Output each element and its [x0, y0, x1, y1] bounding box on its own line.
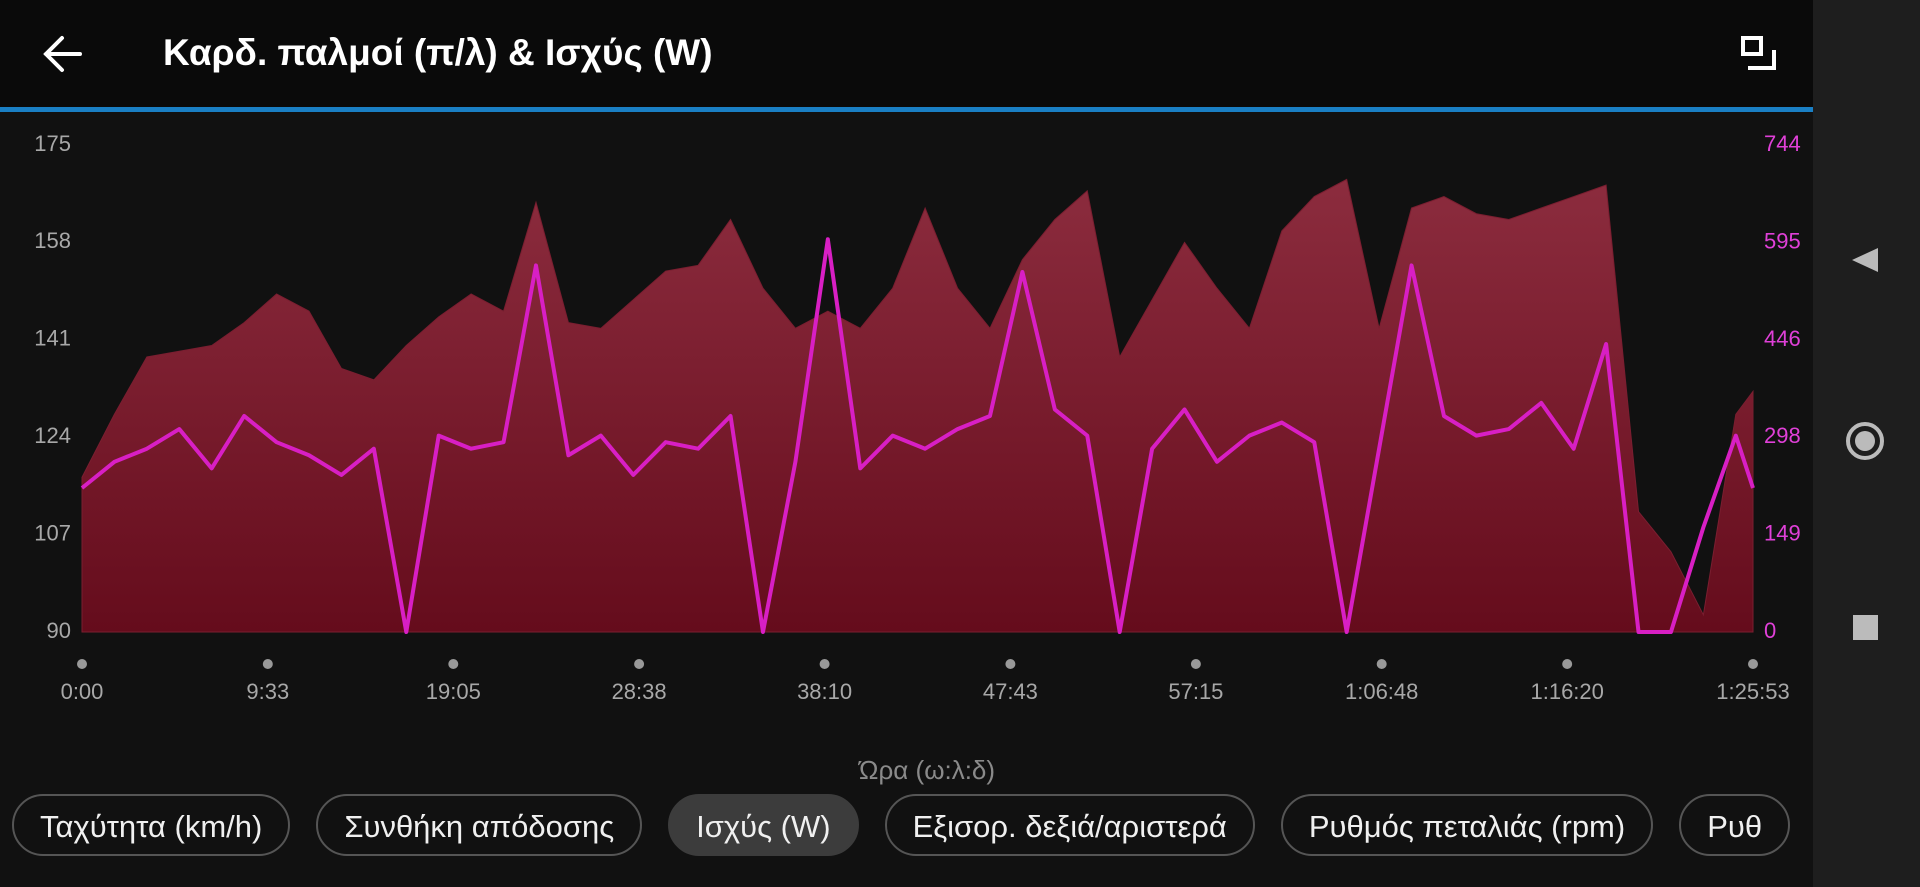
y-tick-label: 90	[47, 618, 71, 643]
y2-tick-label: 595	[1764, 228, 1801, 253]
chip[interactable]: Συνθήκη απόδοσης	[316, 794, 643, 856]
fullscreen-button[interactable]	[1741, 36, 1776, 70]
y2-tick-label: 0	[1764, 618, 1776, 643]
heart-rate-area	[81, 178, 1754, 633]
y-tick-label: 141	[34, 326, 71, 351]
x-tick-label: 47:43	[983, 679, 1038, 704]
nav-back[interactable]	[1852, 248, 1878, 272]
y2-tick-label: 149	[1764, 520, 1801, 545]
x-tick-dot	[819, 659, 830, 669]
x-tick-dot	[634, 659, 645, 669]
y2-tick-label: 298	[1764, 423, 1801, 448]
x-tick-label: 1:16:20	[1530, 679, 1603, 704]
x-tick-label: 28:38	[612, 679, 667, 704]
title: Καρδ. παλμοί (π/λ) & Ισχύς (W)	[163, 32, 713, 73]
header-accent	[0, 107, 1813, 112]
x-tick-dot	[1748, 659, 1758, 669]
plot-area	[80, 178, 1755, 634]
x-tick-dot	[1190, 659, 1201, 669]
x-tick-dot	[262, 659, 273, 669]
x-axis-label: Ώρα (ω:λ:δ)	[858, 755, 995, 785]
x-tick-label: 1:06:48	[1345, 679, 1418, 704]
back-button[interactable]	[43, 36, 82, 72]
chip[interactable]: Ταχύτητα (km/h)	[12, 794, 291, 856]
x-tick-dot	[1562, 659, 1573, 669]
y-tick-label: 107	[34, 520, 71, 545]
system-nav	[1813, 0, 1920, 887]
nav-recents[interactable]	[1853, 615, 1878, 640]
nav-home-dot	[1855, 431, 1875, 451]
chip[interactable]: Ρυθ	[1679, 794, 1791, 856]
power-line	[80, 237, 1755, 634]
y-tick-label: 158	[34, 228, 71, 253]
x-tick-label: 19:05	[426, 679, 481, 704]
nav-home[interactable]	[1846, 422, 1884, 460]
x-tick-dot	[448, 659, 459, 669]
chart: Καρδ. παλμοί (π/λ) & Ισχύς (W) Ώρα (ω:λ:…	[0, 0, 1813, 785]
main: Καρδ. παλμοί (π/λ) & Ισχύς (W) Ώρα (ω:λ:…	[0, 0, 1813, 864]
x-tick-label: 9:33	[246, 679, 289, 704]
chip-bar: Ταχύτητα (km/h) Συνθήκη απόδοσης Ισχύς (W)…	[12, 794, 1813, 864]
x-tick-label: 57:15	[1168, 679, 1223, 704]
x-tick-dot	[1376, 659, 1387, 669]
nav-icons	[1846, 248, 1884, 640]
y-tick-label: 175	[34, 131, 71, 156]
x-tick-label: 38:10	[797, 679, 852, 704]
x-tick-label: 0:00	[61, 679, 104, 704]
chip[interactable]: Εξισορ. δεξιά/αριστερά	[884, 794, 1255, 856]
chip[interactable]: Ρυθμός πεταλιάς (rpm)	[1280, 794, 1654, 856]
y2-tick-label: 446	[1764, 326, 1801, 351]
y2-tick-label: 744	[1764, 131, 1801, 156]
chip[interactable]: Ισχύς (W)	[668, 794, 859, 856]
y-tick-label: 124	[34, 423, 71, 448]
x-tick-dot	[77, 659, 87, 669]
header	[0, 0, 1813, 108]
x-tick-dot	[1005, 659, 1016, 669]
x-tick-label: 1:25:53	[1716, 679, 1789, 704]
